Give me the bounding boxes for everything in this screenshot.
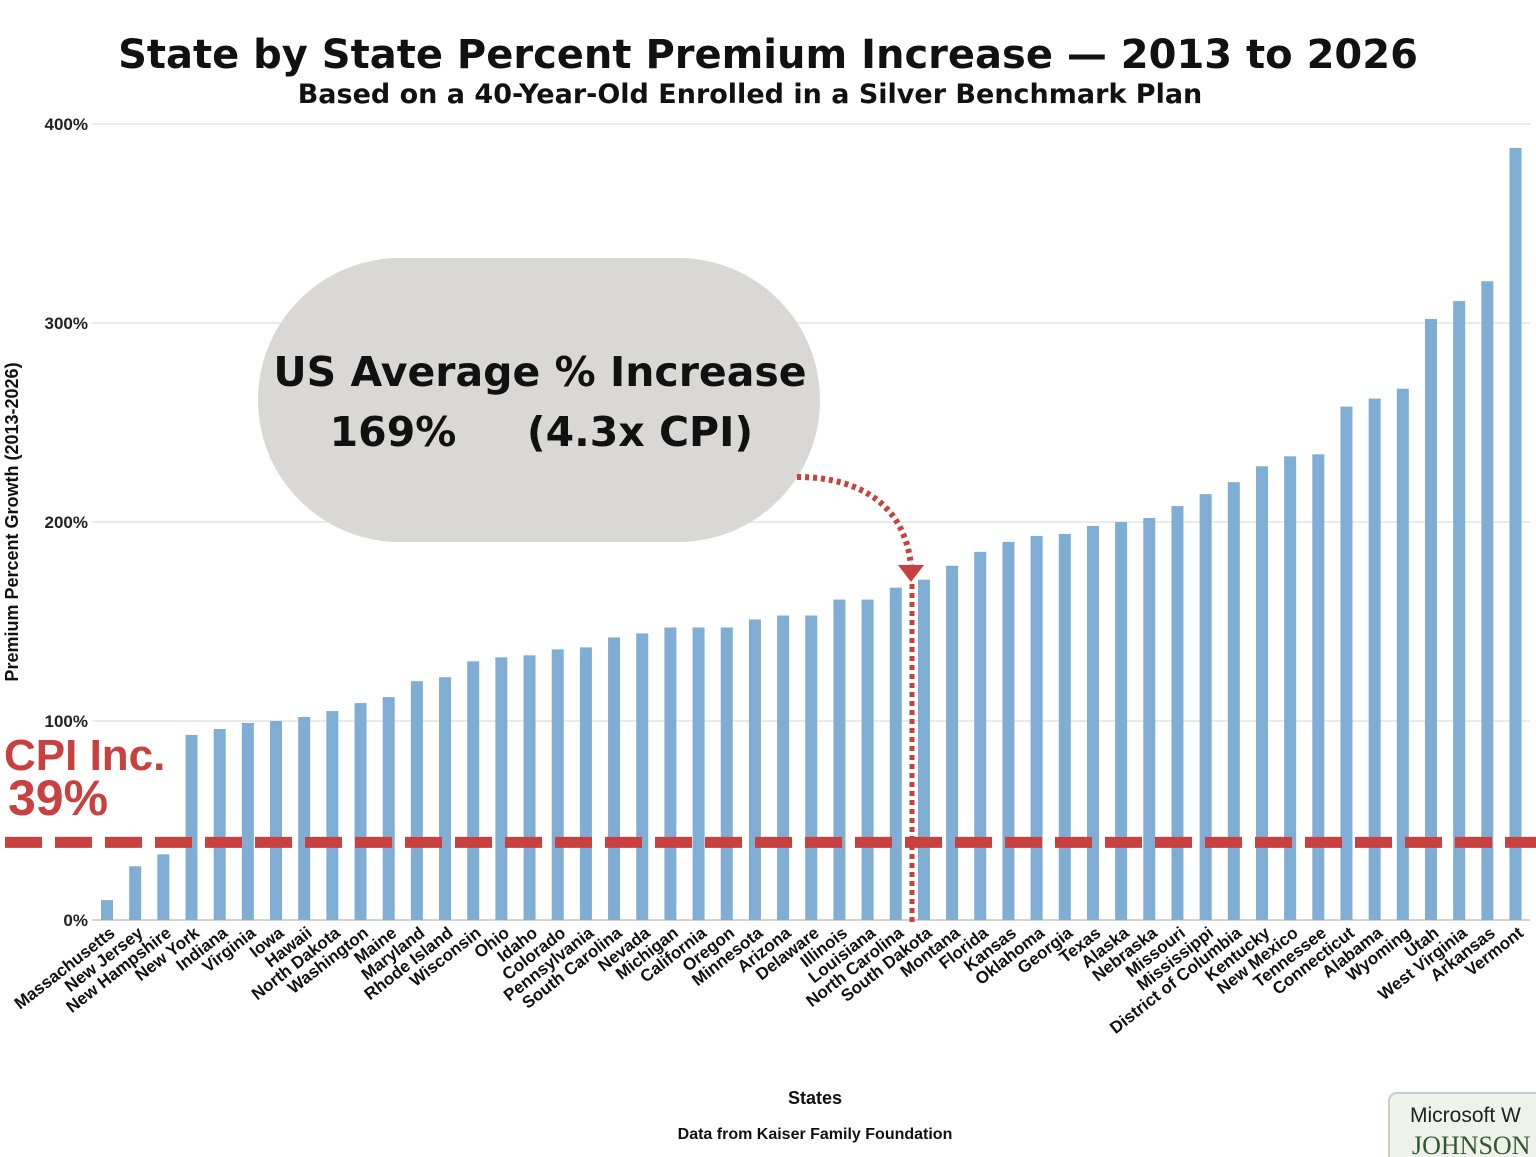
bar xyxy=(889,587,902,920)
bar xyxy=(579,647,592,920)
bar xyxy=(1453,301,1466,920)
bar xyxy=(1030,535,1043,920)
bar xyxy=(636,633,649,920)
bar xyxy=(1086,525,1099,920)
y-axis-title: Premium Percent Growth (2013-2026) xyxy=(2,362,22,681)
us-average-label: US Average % Increase xyxy=(273,348,806,396)
us-average-callout: US Average % Increase 169% (4.3x CPI) xyxy=(258,258,820,542)
bar xyxy=(917,579,930,920)
y-tick-label: 400% xyxy=(45,115,88,134)
bar xyxy=(1340,406,1353,921)
bar xyxy=(1199,494,1212,920)
bar xyxy=(861,599,874,920)
bar xyxy=(664,627,677,920)
bar xyxy=(495,657,508,920)
bar xyxy=(1255,466,1268,920)
y-tick-label: 300% xyxy=(45,314,88,333)
bar xyxy=(241,722,254,920)
bar xyxy=(777,615,790,920)
y-tick-label: 0% xyxy=(63,911,88,930)
bar xyxy=(551,649,564,920)
us-average-cpi-ratio: (4.3x CPI) xyxy=(527,408,753,456)
bar xyxy=(354,703,367,920)
corner-overlay-card xyxy=(1388,1092,1536,1157)
bar xyxy=(720,627,733,920)
bar xyxy=(298,717,311,920)
bar xyxy=(805,615,818,920)
bar xyxy=(439,677,452,920)
bar xyxy=(692,627,705,920)
us-average-value: 169% xyxy=(330,408,457,456)
bar xyxy=(1424,319,1437,920)
y-tick-label: 100% xyxy=(45,712,88,731)
y-axis-ticks: 0% 100% 200% 300% 400% xyxy=(45,115,88,930)
bar xyxy=(129,866,142,920)
bar xyxy=(1368,398,1381,920)
cpi-value: 39% xyxy=(8,770,108,826)
bar xyxy=(1115,522,1128,920)
bars xyxy=(101,147,1522,921)
chart-subtitle: Based on a 40-Year-Old Enrolled in a Sil… xyxy=(298,79,1203,110)
chart-title: State by State Percent Premium Increase … xyxy=(118,32,1418,78)
bar xyxy=(1171,506,1184,920)
corner-overlay: Microsoft W JOHNSON xyxy=(1388,1092,1536,1157)
bar xyxy=(410,681,423,920)
bar xyxy=(157,854,170,920)
corner-overlay-brand: JOHNSON xyxy=(1412,1131,1531,1157)
bar xyxy=(1509,147,1522,920)
bar xyxy=(523,655,536,920)
bar xyxy=(1481,281,1494,921)
bar xyxy=(185,734,198,920)
source-note: Data from Kaiser Family Foundation xyxy=(678,1126,953,1143)
bar xyxy=(382,697,395,920)
bar xyxy=(1143,518,1156,920)
bar xyxy=(748,619,761,920)
corner-overlay-label: Microsoft W xyxy=(1410,1104,1521,1127)
us-average-bubble xyxy=(258,258,820,542)
us-average-arrowhead xyxy=(898,565,924,582)
bar xyxy=(1002,541,1015,920)
bar xyxy=(326,711,339,920)
bar xyxy=(213,728,226,920)
bar xyxy=(1312,454,1325,920)
bar xyxy=(1058,533,1071,920)
bar xyxy=(101,900,113,920)
bar xyxy=(946,565,959,920)
bar xyxy=(833,599,846,920)
cpi-label: CPI Inc. xyxy=(4,731,165,780)
bar xyxy=(608,637,621,920)
bar xyxy=(467,661,480,920)
bar xyxy=(974,551,987,920)
y-tick-label: 200% xyxy=(45,513,88,532)
bar xyxy=(1396,388,1409,920)
x-axis-title: States xyxy=(788,1088,842,1108)
bar xyxy=(270,721,283,920)
us-average-arrow-curve xyxy=(796,474,914,567)
bar xyxy=(1227,482,1240,920)
bar xyxy=(1284,456,1297,920)
